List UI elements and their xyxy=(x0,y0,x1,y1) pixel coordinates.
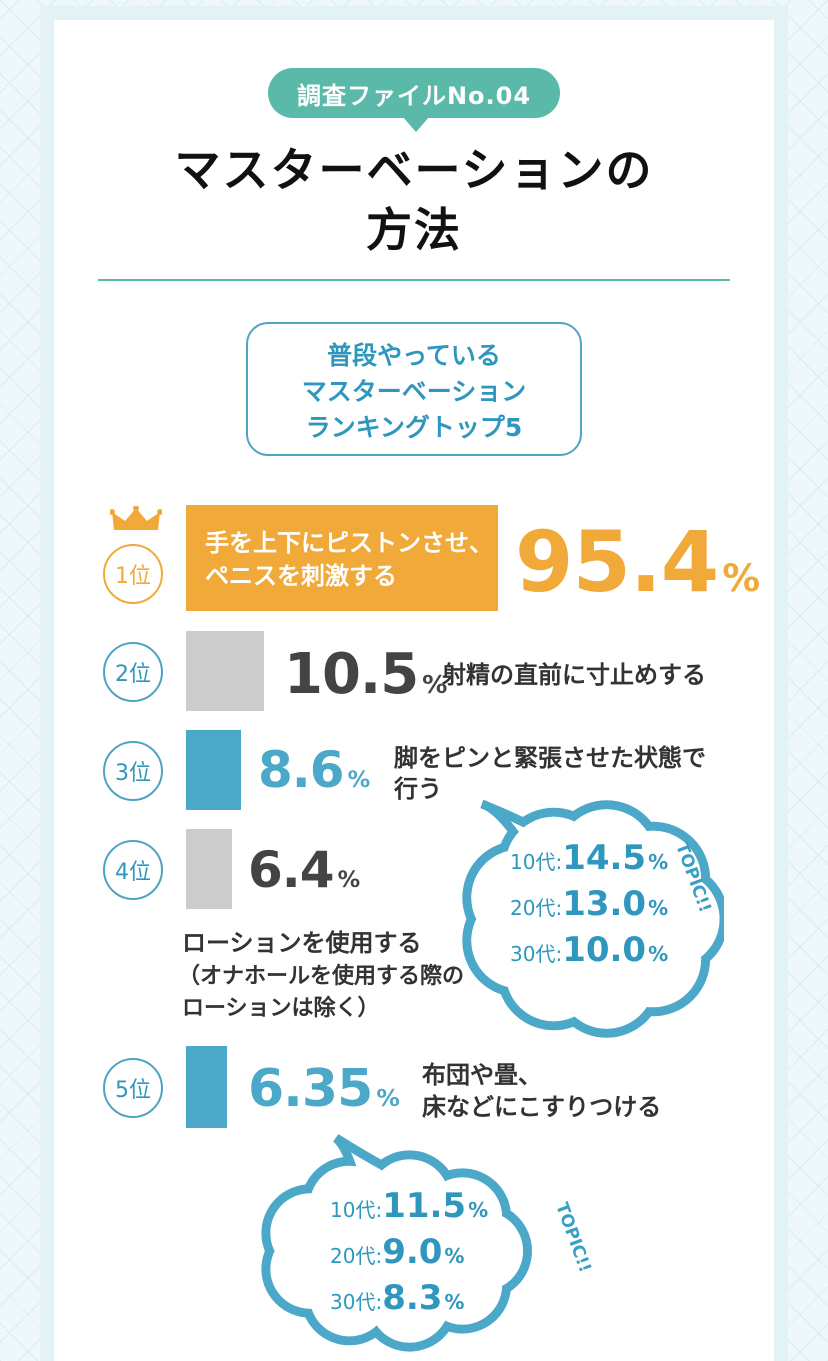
topic-row-2-3: 30代:8.3% xyxy=(330,1278,464,1318)
value-label-rank-5: 6.35% xyxy=(248,1058,400,1129)
topic-age-label: 10代: xyxy=(510,850,563,874)
topic-value: 13.0 xyxy=(562,884,647,924)
content-card xyxy=(40,6,788,1361)
value-label-rank-2: 10.5% xyxy=(284,642,447,718)
bar-label-rank-3-line2: 行う xyxy=(394,775,442,803)
crown-icon xyxy=(110,506,162,530)
chart-subtitle-box: 普段やっている マスターベーション ランキングトップ5 xyxy=(246,322,582,456)
percent-sign-rank-3: % xyxy=(347,767,371,793)
rank-badge-5: 5位 xyxy=(103,1058,163,1118)
bar-rank-1 xyxy=(186,505,498,611)
value-label-rank-1: 95.4% xyxy=(515,512,760,628)
bar-label-rank-4-line2: （オナホールを使用する際の xyxy=(178,964,465,989)
value-number-rank-5: 6.35 xyxy=(248,1059,373,1119)
percent-sign-rank-1: % xyxy=(722,556,761,600)
topic-percent-sign: % xyxy=(648,850,669,874)
topic-row-2-2: 20代:9.0% xyxy=(330,1232,464,1272)
bar-label-rank-3-line1: 脚をピンと緊張させた状態で xyxy=(394,744,706,772)
topic-cloud-rank-4 xyxy=(462,799,724,1038)
percent-sign-rank-4: % xyxy=(337,867,361,893)
page-title-line1: マスターベーションの xyxy=(174,143,654,197)
topic-age-label: 20代: xyxy=(330,1244,383,1268)
bar-label-rank-5-line1: 布団や畳、 xyxy=(422,1061,542,1089)
value-number-rank-3: 8.6 xyxy=(258,741,345,799)
value-label-rank-3: 8.6% xyxy=(258,740,370,810)
chart-subtitle-line3: ランキングトップ5 xyxy=(305,413,523,442)
rank-badge-3: 3位 xyxy=(103,741,163,801)
topic-value: 14.5 xyxy=(562,838,647,878)
value-number-rank-4: 6.4 xyxy=(248,841,335,899)
topic-value: 8.3 xyxy=(382,1278,443,1318)
bar-rank-3 xyxy=(186,730,241,810)
bar-rank-2 xyxy=(186,631,264,711)
bar-label-rank-1-line2: ペニスを刺激する xyxy=(205,562,397,590)
rank-badge-4: 4位 xyxy=(103,840,163,900)
file-label-badge: 調査ファイルNo.04 xyxy=(268,68,560,118)
file-label-badge-tail xyxy=(402,116,430,132)
topic-row-1-3: 30代:10.0% xyxy=(510,930,668,970)
chart-subtitle-line2: マスターベーション xyxy=(301,377,527,406)
value-number-rank-2: 10.5 xyxy=(284,642,419,707)
topic-row-1-2: 20代:13.0% xyxy=(510,884,668,924)
topic-percent-sign: % xyxy=(648,896,669,920)
topic-cloud-rank-5 xyxy=(261,1134,533,1352)
bar-label-rank-2: 射精の直前に寸止めする xyxy=(442,661,706,689)
bar-label-rank-5-line2: 床などにこすりつける xyxy=(422,1093,662,1121)
page-title: マスターベーションの 方法 xyxy=(120,140,708,260)
topic-row-2-1: 10代:11.5% xyxy=(330,1186,488,1226)
topic-row-1-1: 10代:14.5% xyxy=(510,838,668,878)
bar-label-rank-1-line1: 手を上下にピストンさせ、 xyxy=(205,529,493,557)
value-number-rank-1: 95.4 xyxy=(515,513,719,611)
bar-label-rank-4-line3: ローションは除く） xyxy=(182,996,380,1021)
topic-age-label: 30代: xyxy=(330,1290,383,1314)
value-label-rank-4: 6.4% xyxy=(248,840,360,910)
page-title-line2: 方法 xyxy=(366,203,462,257)
topic-percent-sign: % xyxy=(648,942,669,966)
topic-value: 11.5 xyxy=(382,1186,467,1226)
topic-age-label: 20代: xyxy=(510,896,563,920)
topic-value: 10.0 xyxy=(562,930,647,970)
topic-age-label: 30代: xyxy=(510,942,563,966)
title-divider xyxy=(98,279,730,281)
bar-rank-4 xyxy=(186,829,232,909)
topic-percent-sign: % xyxy=(444,1244,465,1268)
topic-value: 9.0 xyxy=(382,1232,443,1272)
chart-subtitle-line1: 普段やっている xyxy=(327,341,501,370)
percent-sign-rank-5: % xyxy=(376,1084,400,1112)
rank-badge-2: 2位 xyxy=(103,642,163,702)
bar-label-rank-4-line1: ローションを使用する xyxy=(182,929,422,957)
bar-rank-5 xyxy=(186,1046,227,1128)
rank-badge-1: 1位 xyxy=(103,544,163,604)
topic-age-label: 10代: xyxy=(330,1198,383,1222)
percent-sign-rank-2: % xyxy=(422,670,448,699)
topic-percent-sign: % xyxy=(444,1290,465,1314)
topic-percent-sign: % xyxy=(468,1198,489,1222)
